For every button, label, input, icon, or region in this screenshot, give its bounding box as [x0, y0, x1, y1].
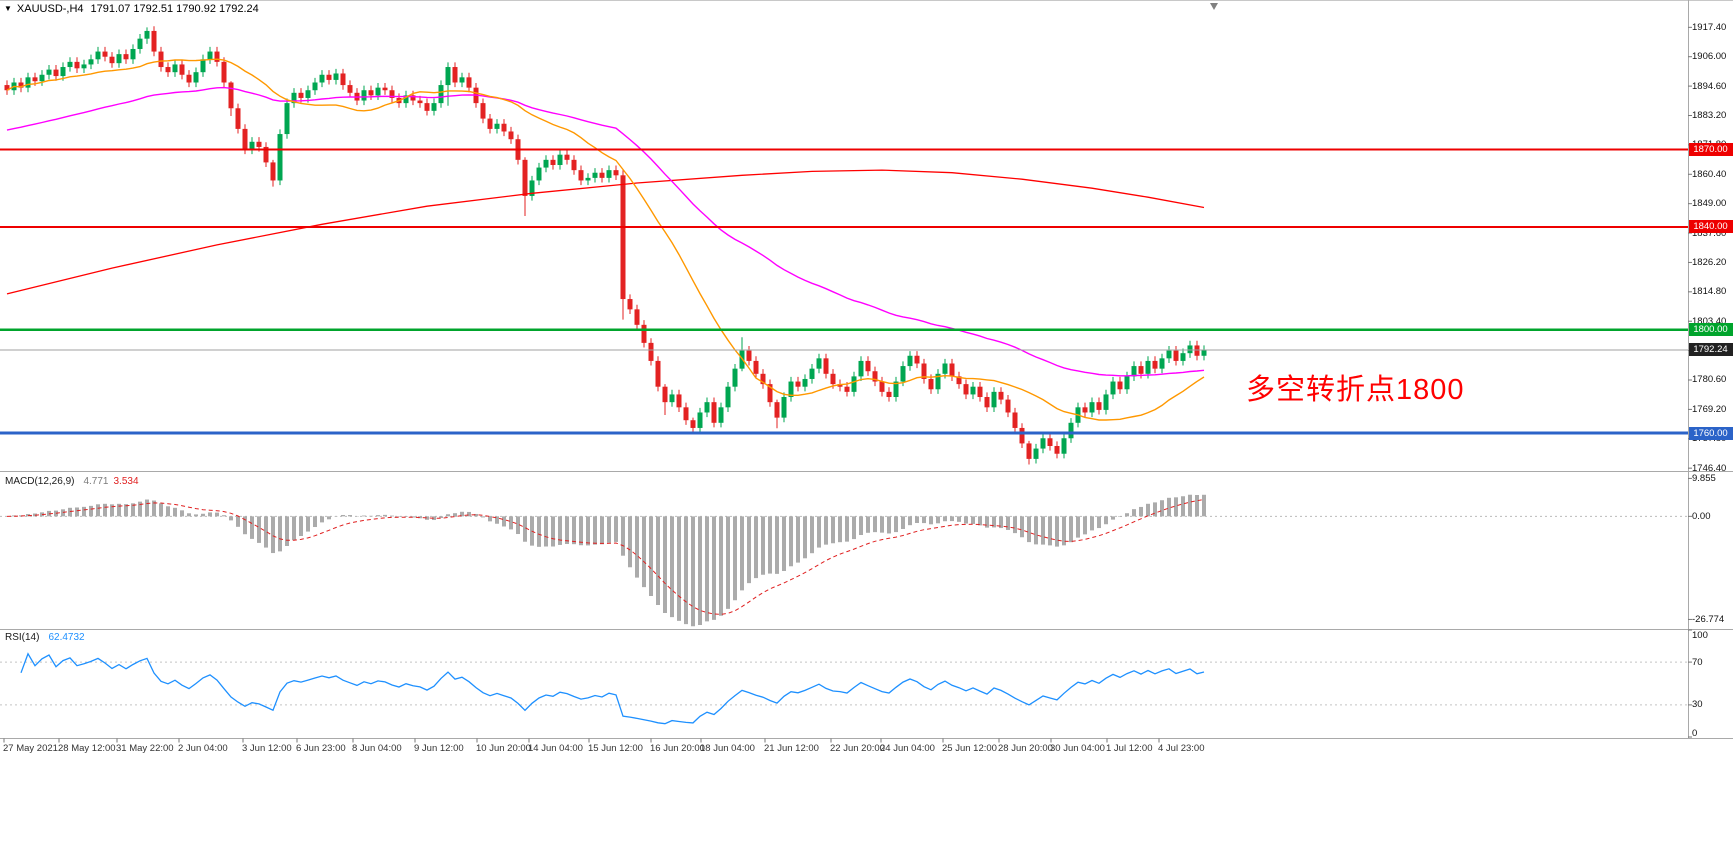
time-axis-label: 27 May 2021	[3, 743, 58, 754]
time-axis-label: 6 Jun 23:00	[296, 743, 346, 754]
level-price-badge: 1760.00	[1688, 426, 1733, 440]
time-axis-label: 1 Jul 12:00	[1106, 743, 1153, 754]
ma-magenta	[6, 86, 1205, 377]
macd-signal-value: 3.534	[113, 476, 139, 487]
rsi-axis-label: 100	[1692, 629, 1708, 641]
macd-main-value: 4.771	[83, 476, 109, 487]
price-axis-label: 1826.20	[1692, 256, 1727, 268]
time-axis-label: 4 Jul 23:00	[1158, 743, 1205, 754]
time-axis-label: 21 Jun 12:00	[764, 743, 819, 754]
time-axis-label: 15 Jun 12:00	[588, 743, 643, 754]
price-axis-label: 1906.00	[1692, 51, 1727, 63]
rsi-name: RSI(14)	[5, 632, 40, 643]
time-axis-label: 2 Jun 04:00	[178, 743, 228, 754]
price-axis-label: 1849.00	[1692, 198, 1727, 210]
price-axis-label: 1746.40	[1692, 462, 1727, 474]
time-axis-label: 9 Jun 12:00	[414, 743, 464, 754]
time-axis-label: 22 Jun 20:00	[830, 743, 885, 754]
time-axis-label: 10 Jun 20:00	[476, 743, 531, 754]
rsi-indicator-label: RSI(14) 62.4732	[5, 632, 90, 643]
candlesticks	[4, 26, 1207, 465]
rsi-value: 62.4732	[48, 632, 85, 643]
chart-header: ▼ XAUUSD-,H4 1791.07 1792.51 1790.92 1792.…	[4, 3, 259, 15]
time-axis-label: 18 Jun 04:00	[700, 743, 755, 754]
level-price-badge: 1840.00	[1688, 220, 1733, 234]
time-axis-label: 28 May 12:00	[58, 743, 116, 754]
macd-name: MACD(12,26,9)	[5, 476, 75, 487]
rsi-line	[20, 652, 1205, 725]
price-axis-label: 1894.60	[1692, 80, 1727, 92]
chart-annotation-text[interactable]: 多空转折点1800	[1246, 374, 1465, 406]
time-axis-label: 24 Jun 04:00	[880, 743, 935, 754]
time-axis-label: 30 Jun 04:00	[1050, 743, 1105, 754]
macd-axis-label: 9.855	[1692, 472, 1716, 484]
time-axis-label: 28 Jun 20:00	[998, 743, 1053, 754]
time-axis-label: 25 Jun 12:00	[942, 743, 997, 754]
time-axis-label: 16 Jun 20:00	[650, 743, 705, 754]
price-axis-label: 1814.80	[1692, 286, 1727, 298]
price-axis-label: 1883.20	[1692, 109, 1727, 121]
time-axis-label: 14 Jun 04:00	[528, 743, 583, 754]
macd-indicator-label: MACD(12,26,9) 4.771 3.534	[5, 476, 144, 487]
level-price-badge: 1800.00	[1688, 323, 1733, 337]
price-axis-label: 1769.20	[1692, 403, 1727, 415]
price-axis-label: 1780.60	[1692, 374, 1727, 386]
price-axis-label: 1803.40	[1692, 315, 1727, 327]
chart-shift-marker	[1210, 3, 1218, 10]
price-axis-label: 1860.40	[1692, 168, 1727, 180]
ma-orange-fast	[6, 58, 1205, 421]
macd-signal-line	[6, 499, 1205, 615]
macd-histogram	[12, 494, 1206, 627]
rsi-axis-label: 70	[1692, 656, 1703, 668]
time-axis-label: 31 May 22:00	[116, 743, 174, 754]
level-price-badge: 1870.00	[1688, 143, 1733, 157]
macd-axis-label: -26.774	[1692, 613, 1725, 625]
current-price-badge: 1792.24	[1688, 343, 1733, 357]
time-axis-label: 3 Jun 12:00	[242, 743, 292, 754]
symbol-timeframe-label: XAUUSD-,H4	[16, 3, 84, 15]
price-axis-label: 1917.40	[1692, 21, 1727, 33]
rsi-axis-label: 30	[1692, 699, 1703, 711]
macd-axis-label: 0.00	[1692, 510, 1711, 522]
ohlc-values: 1791.07 1792.51 1790.92 1792.24	[90, 3, 259, 15]
ma-red-slow	[6, 169, 1205, 295]
time-axis-label: 8 Jun 04:00	[352, 743, 402, 754]
rsi-axis-label: 0	[1692, 727, 1698, 739]
collapse-panel-icon[interactable]: ▼	[4, 4, 12, 13]
